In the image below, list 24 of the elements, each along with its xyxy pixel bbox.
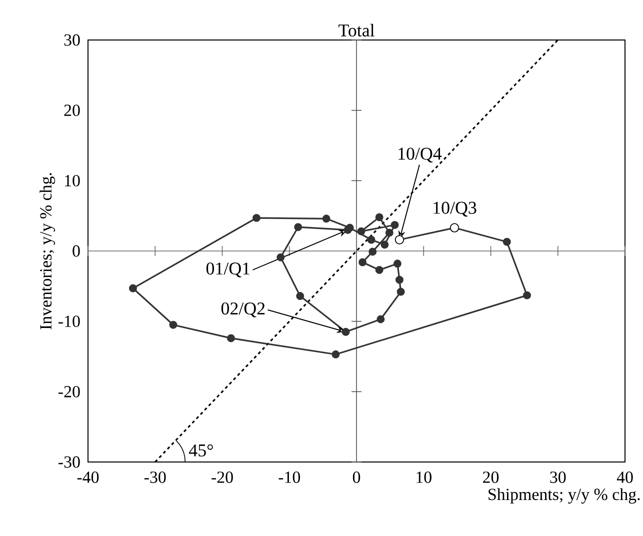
x-tick-label: -40 <box>77 472 99 483</box>
x-axis-title: Shipments; y/y % chg. <box>488 488 640 504</box>
x-tick-label: 20 <box>483 472 499 483</box>
x-tick-label: -20 <box>212 472 233 483</box>
y-tick-label: 10 <box>65 174 80 186</box>
annotation: 01/Q1 <box>206 262 250 278</box>
x-tick-label: -30 <box>144 472 166 483</box>
y-tick-label: -20 <box>58 386 80 398</box>
y-tick-label: 0 <box>72 245 80 257</box>
x-tick-label: 40 <box>616 472 633 483</box>
y-tick-label: -10 <box>58 316 80 328</box>
annotation: 02/Q2 <box>221 302 265 318</box>
x-tick-label: 30 <box>550 472 566 483</box>
y-axis-title: Inventories; y/y % chg. <box>40 173 56 330</box>
x-tick-label: 0 <box>352 472 360 483</box>
annotation: 45° <box>188 444 213 456</box>
annotation: 10/Q4 <box>398 148 442 163</box>
x-tick-label: 10 <box>416 472 432 483</box>
y-tick-label: 30 <box>64 34 80 46</box>
x-tick-label: -10 <box>278 472 300 483</box>
chart-title: Total <box>338 24 374 36</box>
y-tick-label: 20 <box>64 104 80 116</box>
y-tick-label: -30 <box>58 456 80 468</box>
annotation: 10/Q3 <box>434 202 476 217</box>
